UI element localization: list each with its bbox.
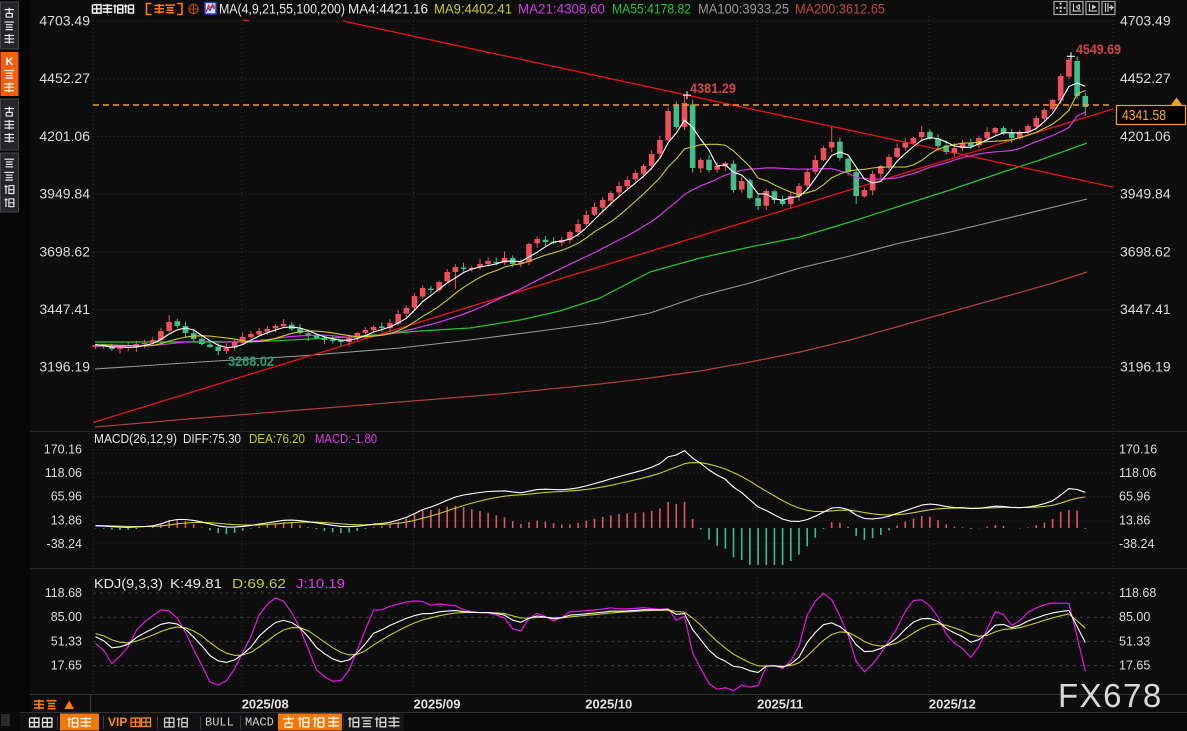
svg-text:K: K — [6, 56, 14, 68]
svg-text:3196.19: 3196.19 — [1120, 359, 1171, 375]
svg-text:2025/08: 2025/08 — [242, 697, 289, 712]
svg-text:4703.49: 4703.49 — [39, 13, 90, 29]
svg-text:3949.84: 3949.84 — [39, 186, 90, 202]
svg-text:4201.06: 4201.06 — [1120, 128, 1171, 144]
svg-text:118.06: 118.06 — [45, 466, 82, 480]
svg-text:85.00: 85.00 — [51, 610, 82, 624]
svg-text:3447.41: 3447.41 — [1120, 301, 1171, 317]
svg-text:MA(4,9,21,55,100,200): MA(4,9,21,55,100,200) — [219, 2, 345, 17]
svg-text:DEA:76.20: DEA:76.20 — [249, 432, 305, 446]
svg-text:MA9:4402.41: MA9:4402.41 — [434, 2, 512, 17]
svg-text:17.65: 17.65 — [51, 659, 82, 673]
svg-text:65.96: 65.96 — [1119, 490, 1150, 504]
svg-text:D:69.62: D:69.62 — [232, 577, 286, 591]
svg-text:VIP: VIP — [108, 715, 127, 729]
svg-text:17.65: 17.65 — [1119, 659, 1150, 673]
svg-text:BULL: BULL — [205, 716, 234, 730]
svg-text:2025/09: 2025/09 — [414, 697, 461, 712]
svg-text:MACD:-1.80: MACD:-1.80 — [315, 432, 377, 446]
svg-text:DIFF:75.30: DIFF:75.30 — [183, 432, 241, 446]
svg-text:KDJ(9,3,3): KDJ(9,3,3) — [94, 577, 163, 591]
svg-text:4381.29: 4381.29 — [690, 80, 736, 96]
svg-text:-38.24: -38.24 — [47, 537, 82, 551]
svg-text:65.96: 65.96 — [51, 490, 82, 504]
svg-text:118.06: 118.06 — [1119, 466, 1156, 480]
svg-text:3698.62: 3698.62 — [1120, 243, 1171, 259]
svg-text:MA4:4421.16: MA4:4421.16 — [348, 2, 428, 17]
svg-text:MA100:3933.25: MA100:3933.25 — [698, 2, 789, 17]
svg-text:MA21:4308.60: MA21:4308.60 — [518, 2, 605, 17]
svg-text:3268.02: 3268.02 — [228, 353, 274, 369]
svg-text:MA55:4178.82: MA55:4178.82 — [612, 2, 691, 17]
svg-text:MACD: MACD — [245, 716, 274, 730]
svg-text:4452.27: 4452.27 — [1120, 70, 1171, 86]
svg-text:FX678: FX678 — [1058, 677, 1163, 714]
svg-text:85.00: 85.00 — [1119, 610, 1150, 624]
svg-text:3447.41: 3447.41 — [39, 301, 90, 317]
svg-text:3698.62: 3698.62 — [39, 243, 90, 259]
svg-text:51.33: 51.33 — [1119, 634, 1150, 648]
svg-text:51.33: 51.33 — [51, 634, 82, 648]
svg-text:K:49.81: K:49.81 — [170, 577, 222, 591]
svg-text:2025/10: 2025/10 — [585, 697, 632, 712]
svg-text:13.86: 13.86 — [1119, 513, 1150, 527]
svg-text:MA200:3612.65: MA200:3612.65 — [795, 2, 885, 17]
svg-text:170.16: 170.16 — [44, 443, 82, 457]
svg-text:170.16: 170.16 — [1119, 443, 1157, 457]
svg-text:J:10.19: J:10.19 — [296, 577, 345, 591]
svg-text:4452.27: 4452.27 — [39, 70, 90, 86]
svg-text:13.86: 13.86 — [51, 513, 82, 527]
svg-text:118.68: 118.68 — [45, 586, 82, 600]
svg-text:2025/11: 2025/11 — [757, 697, 803, 712]
svg-text:4549.69: 4549.69 — [1076, 41, 1121, 57]
svg-text:-38.24: -38.24 — [1119, 537, 1154, 551]
svg-text:118.68: 118.68 — [1119, 586, 1156, 600]
svg-text:4201.06: 4201.06 — [39, 128, 90, 144]
svg-text:2025/12: 2025/12 — [929, 697, 976, 712]
svg-text:MACD(26,12,9): MACD(26,12,9) — [94, 432, 177, 446]
svg-text:4703.49: 4703.49 — [1120, 13, 1171, 29]
svg-text:4341.58: 4341.58 — [1122, 108, 1166, 124]
svg-text:3196.19: 3196.19 — [39, 359, 90, 375]
svg-text:3949.84: 3949.84 — [1120, 186, 1171, 202]
